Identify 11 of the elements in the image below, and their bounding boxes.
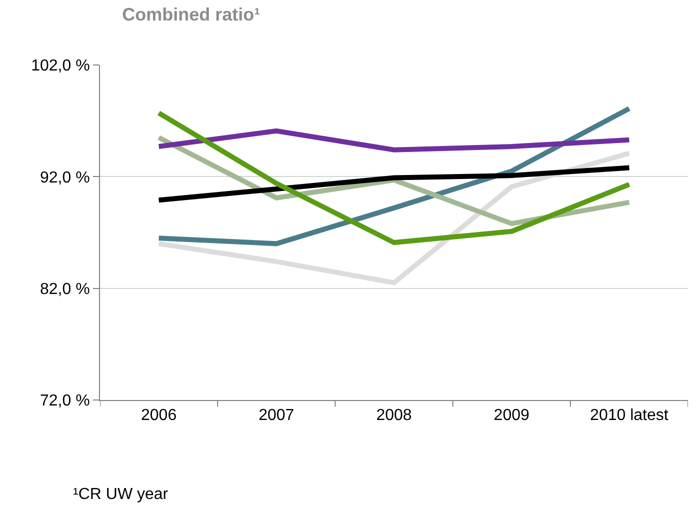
y-tick-label: 102,0 % xyxy=(31,58,90,75)
text: ¹CR UW year xyxy=(73,486,169,503)
x-tick-label: 2008 xyxy=(376,407,412,424)
x-tick-label: 2006 xyxy=(141,407,177,424)
x-tick-label: 2010 latest xyxy=(590,407,669,424)
y-tick-label: 72,0 % xyxy=(40,392,90,410)
y-tick-label: 92,0 % xyxy=(40,169,90,186)
x-tick-label: 2007 xyxy=(258,407,294,424)
x-tick-label: 2009 xyxy=(494,407,530,424)
y-tick-label: 82,0 % xyxy=(40,280,90,298)
chart-title: Combined ratio¹ xyxy=(122,4,260,25)
